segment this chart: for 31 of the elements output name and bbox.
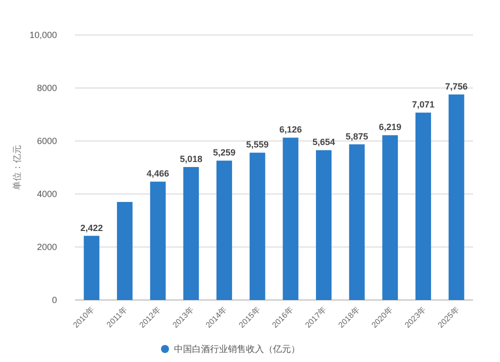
bar <box>415 112 432 300</box>
bar <box>349 144 365 300</box>
data-label: 6,126 <box>279 124 302 135</box>
y-tick-label: 0 <box>52 295 57 305</box>
bar <box>216 160 232 300</box>
legend-label: 中国白酒行业销售收入（亿元） <box>174 344 300 354</box>
bar <box>316 150 332 300</box>
y-tick-label: 4000 <box>36 189 57 199</box>
data-label: 5,875 <box>346 131 368 142</box>
data-label: 5,654 <box>312 137 336 148</box>
bar <box>84 236 100 300</box>
y-axis-title: 单位：亿元 <box>12 145 22 190</box>
data-label: 5,259 <box>212 148 236 158</box>
data-label: 2,422 <box>80 222 103 233</box>
data-label: 4,466 <box>146 168 170 179</box>
bar <box>282 138 298 300</box>
bar <box>448 94 464 300</box>
data-label: 7,071 <box>412 100 435 110</box>
bar <box>183 167 199 300</box>
data-label: 7,756 <box>445 81 468 92</box>
data-label: 6,219 <box>378 122 402 132</box>
y-tick-label: 10,000 <box>29 30 57 40</box>
y-tick-label: 8000 <box>36 83 57 93</box>
data-label: 5,559 <box>246 140 269 150</box>
bar <box>116 202 133 300</box>
y-tick-label: 2000 <box>36 242 57 252</box>
bar <box>250 152 266 300</box>
bar <box>382 135 398 300</box>
data-label: 5,018 <box>180 154 202 164</box>
bar <box>150 182 166 300</box>
y-tick-label: 6000 <box>36 136 57 146</box>
